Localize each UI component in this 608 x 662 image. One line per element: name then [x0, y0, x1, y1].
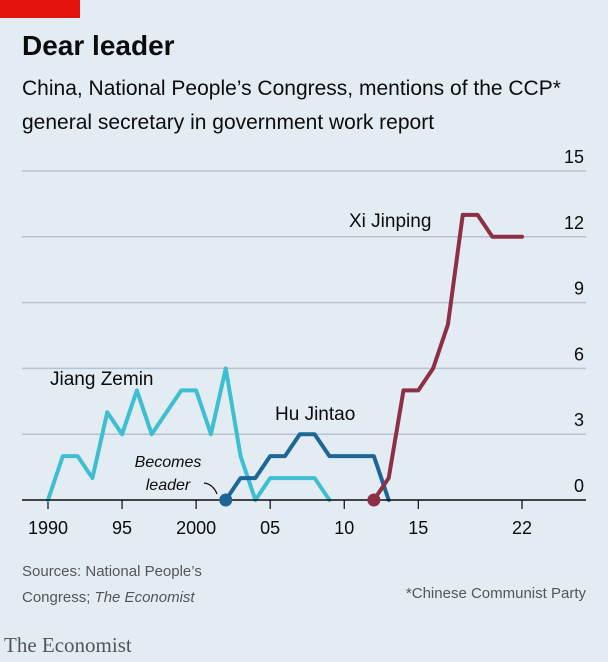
brand-red-tag [0, 0, 80, 18]
sources-line-1: Sources: National People’s [22, 563, 202, 580]
sources-line-2a: Congress; [22, 589, 95, 606]
series-line-hu-jintao [223, 432, 391, 502]
series-label-xi-jinping: Xi Jinping [349, 211, 431, 232]
series-label-hu-jintao: Hu Jintao [275, 404, 355, 425]
y-tick-label-0: 0 [574, 476, 584, 496]
x-tick-label-1990: 1990 [28, 518, 68, 538]
series-label-jiang-zemin: Jiang Zemin [50, 369, 154, 390]
sources-note: Sources: National People’s Congress; The… [22, 559, 202, 611]
y-tick-label-9: 9 [574, 279, 584, 299]
annotation-becomes: Becomes [135, 454, 202, 471]
y-tick-label-12: 12 [564, 213, 584, 233]
economist-logo: The Economist [4, 633, 132, 657]
x-tick-label-2022: 22 [512, 518, 532, 538]
x-tick-label-2010: 10 [334, 518, 354, 538]
x-tick-label-1995: 95 [112, 518, 132, 538]
x-tick-label-2000: 2000 [176, 518, 216, 538]
y-tick-label-6: 6 [574, 344, 584, 364]
sources-line-2b: The Economist [94, 589, 195, 606]
leader-start-dot-xi-jinping [367, 493, 381, 507]
annotation-leader: leader [146, 477, 191, 494]
x-tick-label-2015: 15 [408, 518, 428, 538]
y-tick-label-15: 15 [564, 150, 584, 167]
x-tick-label-2005: 05 [260, 518, 280, 538]
y-tick-label-3: 3 [574, 410, 584, 430]
chart-title: Dear leader [22, 30, 175, 61]
annotation-pointer [203, 482, 218, 495]
series-line-xi-jinping [371, 212, 524, 502]
footnote: *Chinese Communist Party [405, 585, 586, 602]
line-chart: 0 3 6 9 12 15 1990 95 2000 05 10 15 22 Jiang Zemin Hu … [22, 150, 586, 538]
series-line-jiang-zemin [46, 366, 332, 502]
chart-subtitle: China, National People’s Congress, menti… [22, 77, 561, 134]
leader-start-dot-hu-jintao [219, 493, 233, 507]
sources-line-2: Congress; The Economist [22, 585, 202, 611]
